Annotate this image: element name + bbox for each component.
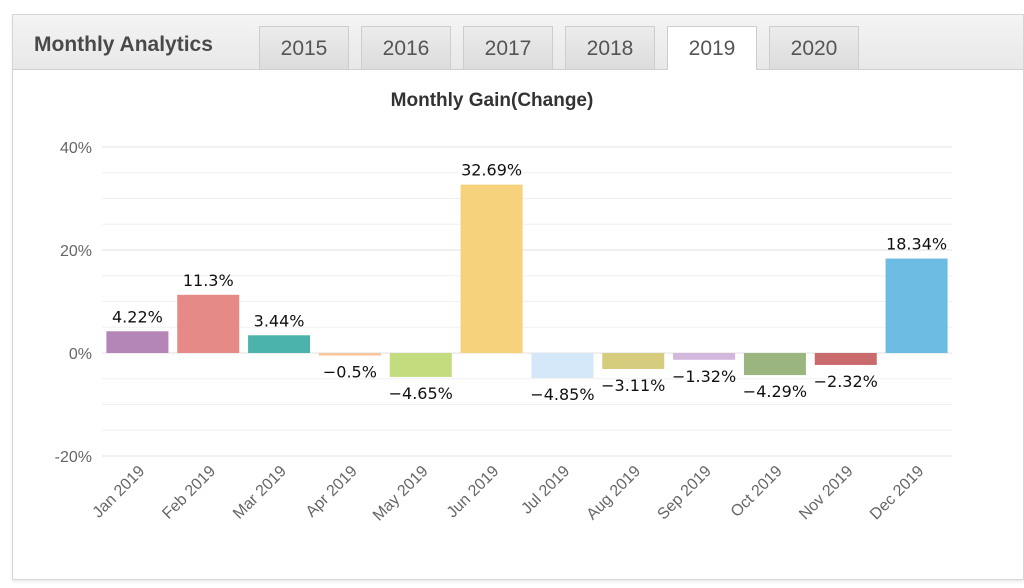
bar [177, 294, 240, 353]
bar [248, 335, 311, 353]
data-label: −3.11% [601, 376, 665, 395]
x-tick-label: Oct 2019 [728, 463, 786, 521]
data-label: 4.22% [112, 307, 163, 326]
x-tick-label: Jul 2019 [518, 463, 573, 518]
data-label: 3.44% [254, 311, 305, 330]
x-tick-label: Nov 2019 [796, 463, 857, 524]
data-label: 11.3% [183, 271, 234, 290]
x-tick-label: Feb 2019 [159, 463, 219, 523]
bar [318, 353, 381, 356]
x-tick-label: Jan 2019 [90, 463, 149, 522]
x-tick-label: Aug 2019 [584, 463, 645, 524]
bar [673, 353, 736, 360]
data-label: −4.65% [389, 384, 453, 403]
x-tick-label: May 2019 [370, 463, 432, 525]
bar [389, 353, 452, 377]
data-label: 18.34% [886, 235, 947, 254]
x-tick-label: Mar 2019 [230, 463, 290, 523]
panel-header: Monthly Analytics 2015 2016 2017 2018 20… [13, 15, 1023, 70]
bar [460, 184, 523, 353]
tab-2020[interactable]: 2020 [769, 26, 859, 69]
x-tick-label: Jun 2019 [444, 463, 503, 522]
data-label: −0.5% [323, 363, 377, 382]
bar [814, 353, 877, 365]
data-label: −1.32% [672, 367, 736, 386]
bar [885, 258, 948, 353]
y-tick-label: 20% [60, 243, 92, 260]
data-label: −2.32% [814, 372, 878, 391]
x-tick-label: Sep 2019 [654, 463, 715, 524]
bar [531, 353, 594, 378]
x-tick-label: Apr 2019 [303, 463, 361, 521]
x-tick-label: Dec 2019 [867, 463, 928, 524]
data-label: 32.69% [461, 161, 522, 180]
data-label: −4.85% [530, 385, 594, 404]
y-tick-label: 40% [60, 140, 92, 157]
bar [743, 353, 806, 376]
tab-2018[interactable]: 2018 [565, 26, 655, 69]
y-tick-label: -20% [55, 449, 92, 466]
tab-2016[interactable]: 2016 [361, 26, 451, 69]
tab-2019[interactable]: 2019 [667, 26, 757, 70]
y-tick-label: 0% [69, 346, 92, 363]
tab-2015[interactable]: 2015 [259, 26, 349, 69]
bar [106, 331, 169, 353]
data-label: −4.29% [743, 382, 807, 401]
tab-2017[interactable]: 2017 [463, 26, 553, 69]
panel-title: Monthly Analytics [34, 33, 213, 56]
bar [602, 353, 665, 370]
chart-title: Monthly Gain(Change) [391, 90, 594, 111]
